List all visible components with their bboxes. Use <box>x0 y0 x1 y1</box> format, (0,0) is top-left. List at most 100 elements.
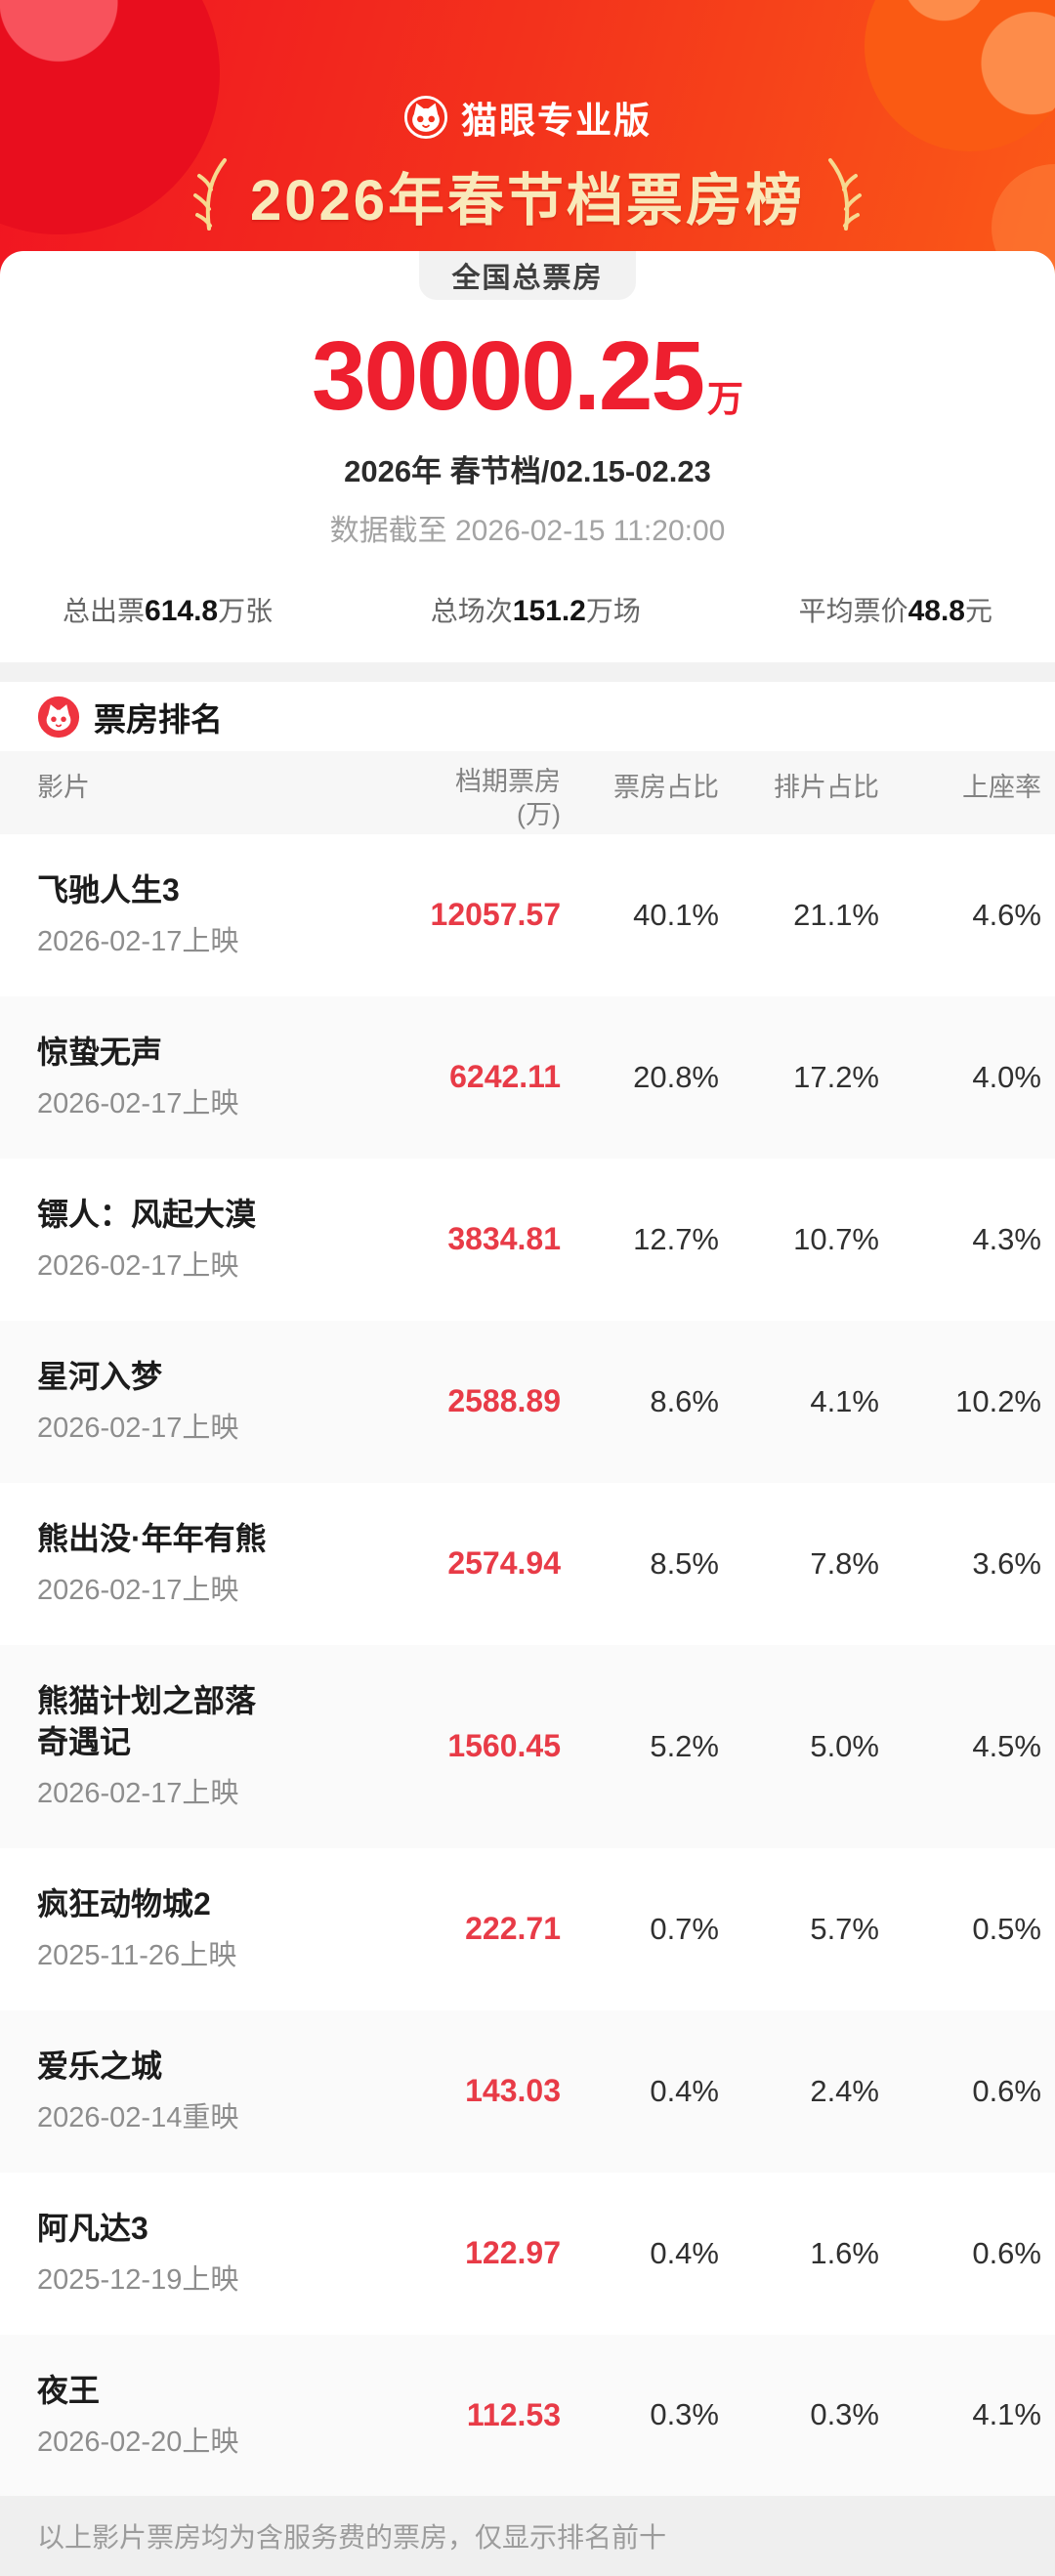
movie-row[interactable]: 阿凡达3 2025-12-19上映 122.97 0.4% 1.6% 0.6% <box>0 2172 1055 2335</box>
stat-total-tickets: 总出票614.8万张 <box>63 595 274 627</box>
data-cutoff-label: 数据截至 2026-02-15 11:20:00 <box>329 515 726 547</box>
movie-release-date: 2026-02-17上映 <box>37 1413 239 1444</box>
movie-screen-share-value: 5.7% <box>810 1911 879 1946</box>
movie-screen-share-value: 1.6% <box>810 2235 879 2270</box>
movie-row[interactable]: 爱乐之城 2026-02-14重映 143.03 0.4% 2.4% 0.6% <box>0 2009 1055 2173</box>
movie-info-cell: 惊蛰无声 2026-02-17上映 <box>37 996 393 1159</box>
movie-title: 爱乐之城 <box>37 2048 163 2084</box>
total-box-office-unit: 万 <box>707 379 744 419</box>
movie-occupancy-value: 4.5% <box>972 1728 1041 1763</box>
brand-name: 猫眼专业版 <box>461 101 652 141</box>
movie-title: 镖人：风起大漠 <box>37 1196 257 1232</box>
movie-info-cell: 阿凡达3 2025-12-19上映 <box>37 2173 393 2335</box>
movie-title: 阿凡达3 <box>37 2210 148 2246</box>
movie-row[interactable]: 镖人：风起大漠 2026-02-17上映 3834.81 12.7% 10.7%… <box>0 1158 1055 1321</box>
movie-info-cell: 飞驰人生3 2026-02-17上映 <box>37 834 393 996</box>
movie-occupancy-value: 3.6% <box>972 1545 1041 1581</box>
ranking-section-title: 票房排名 <box>94 700 223 738</box>
movie-info-cell: 爱乐之城 2026-02-14重映 <box>37 2010 393 2173</box>
movie-gross-value: 3834.81 <box>447 1221 561 1257</box>
laurel-left-icon <box>192 158 227 231</box>
column-header-film: 影片 <box>37 773 90 802</box>
movie-release-date: 2026-02-20上映 <box>37 2426 239 2458</box>
movie-box-share-value: 0.4% <box>650 2235 719 2270</box>
column-header-occupancy: 上座率 <box>962 773 1041 802</box>
movie-box-share-value: 0.7% <box>650 1911 719 1946</box>
brand-row: 猫眼专业版 <box>0 91 1055 144</box>
movie-occupancy-value: 0.6% <box>972 2235 1041 2270</box>
ranking-section-header: 票房排名 <box>0 682 1055 751</box>
movie-occupancy-value: 4.0% <box>972 1059 1041 1094</box>
column-header-gross: 档期票房 (万) <box>455 767 561 829</box>
movie-row[interactable]: 熊出没·年年有熊 2026-02-17上映 2574.94 8.5% 7.8% … <box>0 1482 1055 1645</box>
movie-row[interactable]: 星河入梦 2026-02-17上映 2588.89 8.6% 4.1% 10.2… <box>0 1320 1055 1483</box>
movie-info-cell: 熊出没·年年有熊 2026-02-17上映 <box>37 1483 393 1645</box>
ranking-table-body: 飞驰人生3 2026-02-17上映 12057.57 40.1% 21.1% … <box>0 834 1055 2497</box>
summary-stats-row: 总出票614.8万张 总场次151.2万场 平均票价48.8元 <box>0 590 1055 662</box>
national-total-badge: 全国总票房 <box>419 251 636 300</box>
movie-title: 疯狂动物城2 <box>37 1885 211 1921</box>
total-box-office-card: 全国总票房 30000.25 万 2026年 春节档/02.15-02.23 数… <box>0 251 1055 662</box>
movie-info-cell: 夜王 2026-02-20上映 <box>37 2335 393 2497</box>
decorative-red-sphere <box>0 0 220 234</box>
movie-gross-value: 2588.89 <box>447 1383 561 1419</box>
movie-occupancy-value: 0.5% <box>972 1911 1041 1946</box>
movie-screen-share-value: 21.1% <box>793 897 879 932</box>
movie-occupancy-value: 0.6% <box>972 2073 1041 2108</box>
stat-average-price: 平均票价48.8元 <box>798 595 992 627</box>
movie-release-date: 2026-02-17上映 <box>37 1778 239 1810</box>
movie-row[interactable]: 惊蛰无声 2026-02-17上映 6242.11 20.8% 17.2% 4.… <box>0 995 1055 1159</box>
movie-box-share-value: 8.5% <box>650 1545 719 1581</box>
movie-release-date: 2026-02-17上映 <box>37 1088 239 1120</box>
movie-screen-share-value: 5.0% <box>810 1728 879 1763</box>
movie-gross-value: 112.53 <box>466 2396 561 2432</box>
footer-note: 以上影片票房均为含服务费的票房，仅显示排名前十 <box>0 2496 1055 2576</box>
movie-row[interactable]: 飞驰人生3 2026-02-17上映 12057.57 40.1% 21.1% … <box>0 834 1055 996</box>
movie-release-date: 2025-11-26上映 <box>37 1940 237 1971</box>
movie-row[interactable]: 熊猫计划之部落奇遇记 2026-02-17上映 1560.45 5.2% 5.0… <box>0 1644 1055 1848</box>
movie-info-cell: 星河入梦 2026-02-17上映 <box>37 1321 393 1483</box>
movie-box-share-value: 0.4% <box>650 2073 719 2108</box>
maoyan-cat-logo-icon <box>403 95 448 140</box>
movie-gross-value: 222.71 <box>465 1911 561 1947</box>
movie-release-date: 2026-02-17上映 <box>37 926 239 958</box>
movie-occupancy-value: 4.6% <box>972 897 1041 932</box>
column-header-box-share: 票房占比 <box>613 773 719 802</box>
movie-box-share-value: 5.2% <box>650 1728 719 1763</box>
movie-row[interactable]: 疯狂动物城2 2025-11-26上映 222.71 0.7% 5.7% 0.5… <box>0 1847 1055 2010</box>
movie-info-cell: 疯狂动物城2 2025-11-26上映 <box>37 1848 393 2010</box>
movie-row[interactable]: 夜王 2026-02-20上映 112.53 0.3% 0.3% 4.1% <box>0 2334 1055 2497</box>
section-divider <box>0 662 1055 682</box>
movie-screen-share-value: 2.4% <box>810 2073 879 2108</box>
movie-gross-value: 143.03 <box>465 2073 561 2109</box>
movie-title: 飞驰人生3 <box>37 872 180 908</box>
total-amount-row: 30000.25 万 <box>0 327 1055 425</box>
movie-info-cell: 熊猫计划之部落奇遇记 2026-02-17上映 <box>37 1645 393 1848</box>
movie-box-share-value: 20.8% <box>633 1059 719 1094</box>
movie-gross-value: 12057.57 <box>430 897 561 933</box>
period-label: 2026年 春节档/02.15-02.23 <box>344 454 711 488</box>
page-title: 2026年春节档票房榜 <box>249 169 806 232</box>
movie-release-date: 2026-02-17上映 <box>37 1574 239 1606</box>
movie-box-share-value: 0.3% <box>650 2397 719 2432</box>
movie-box-share-value: 12.7% <box>633 1221 719 1256</box>
movie-title: 惊蛰无声 <box>37 1034 163 1070</box>
movie-box-share-value: 8.6% <box>650 1383 719 1418</box>
movie-info-cell: 镖人：风起大漠 2026-02-17上映 <box>37 1159 393 1321</box>
movie-gross-value: 2574.94 <box>447 1545 561 1582</box>
movie-title: 星河入梦 <box>37 1358 163 1394</box>
movie-box-share-value: 40.1% <box>633 897 719 932</box>
maoyan-cat-badge-icon <box>37 696 80 738</box>
movie-screen-share-value: 0.3% <box>810 2397 879 2432</box>
stat-total-showings: 总场次151.2万场 <box>430 595 641 627</box>
total-box-office-value: 30000.25 <box>311 321 705 431</box>
movie-screen-share-value: 4.1% <box>810 1383 879 1418</box>
hero-title-row: 2026年春节档票房榜 <box>0 154 1055 236</box>
movie-title: 熊出没·年年有熊 <box>37 1520 267 1556</box>
movie-release-date: 2026-02-17上映 <box>37 1250 239 1283</box>
movie-screen-share-value: 7.8% <box>810 1545 879 1581</box>
laurel-right-icon <box>828 158 863 231</box>
table-header-row: 影片 档期票房 (万) 票房占比 排片占比 上座率 <box>0 751 1055 834</box>
movie-title: 夜王 <box>37 2372 101 2408</box>
